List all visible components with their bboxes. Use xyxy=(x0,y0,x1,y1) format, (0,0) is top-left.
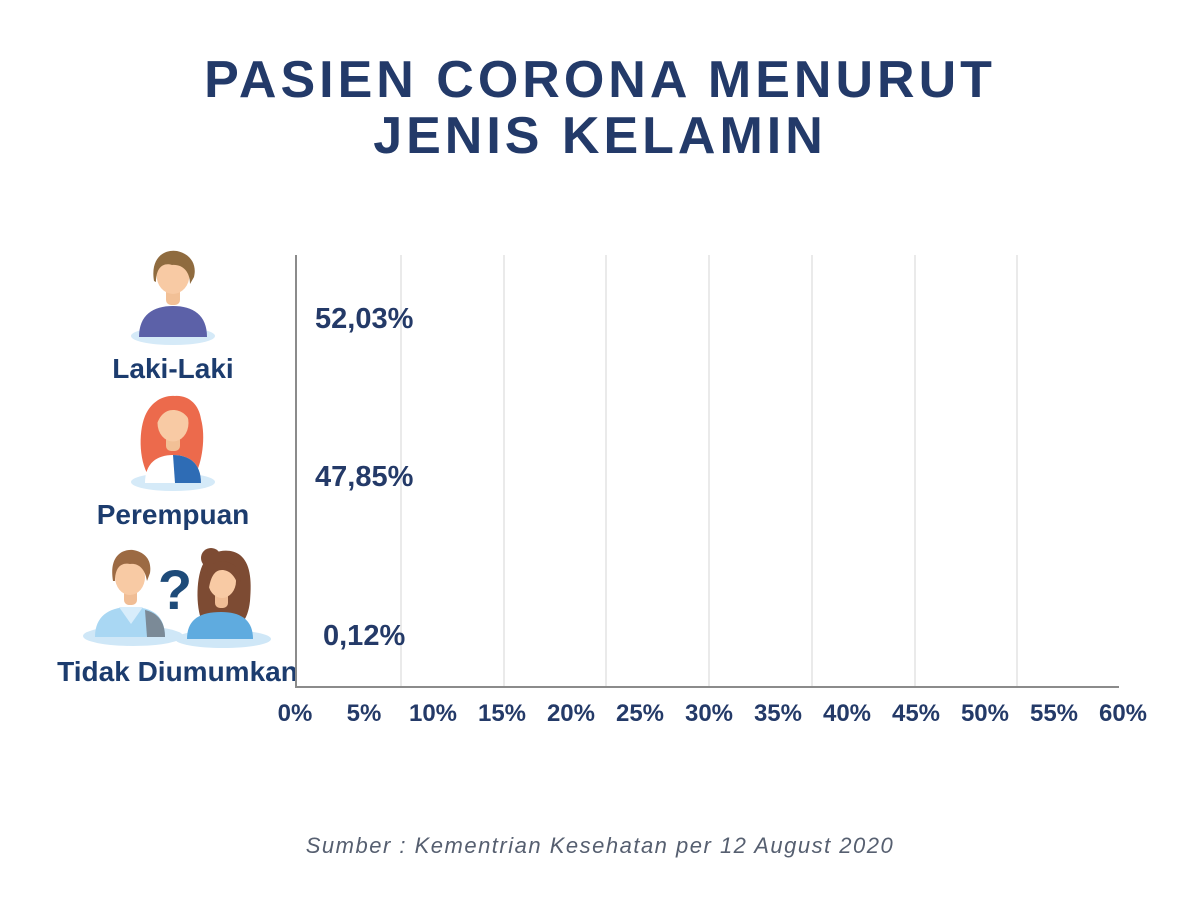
bar-row-laki-laki: 52,03% xyxy=(297,288,413,350)
chart-plot-area: 52,03% 47,85% 0,12% xyxy=(295,255,1119,688)
x-tick-label: 0% xyxy=(277,700,313,727)
gridline xyxy=(605,255,608,686)
x-tick-label: 20% xyxy=(546,700,596,727)
title-line-2: JENIS KELAMIN xyxy=(373,107,827,166)
x-tick-label: 30% xyxy=(684,700,734,727)
bar-row-perempuan: 47,85% xyxy=(297,445,413,510)
x-tick-label: 35% xyxy=(753,700,803,727)
gridline xyxy=(913,255,916,686)
x-tick-label: 25% xyxy=(615,700,665,727)
category-label: Perempuan xyxy=(96,499,250,530)
x-tick-label: 5% xyxy=(346,700,382,727)
title-line-1: PASIEN CORONA MENURUT xyxy=(204,51,996,109)
bar-value-label: 0,12% xyxy=(323,619,406,652)
gridline xyxy=(1016,255,1019,686)
x-tick-label: 45% xyxy=(891,700,941,727)
gridline xyxy=(399,255,402,686)
unknown-gender-avatars-icon: ? xyxy=(83,548,271,648)
category-tidak-diumumkan: ? Tidak Diumumkan xyxy=(55,543,300,688)
bar-value-label: 52,03% xyxy=(315,302,414,335)
male-avatar-icon xyxy=(131,250,215,345)
category-label: Tidak Diumumkan xyxy=(57,656,298,687)
x-tick-label: 40% xyxy=(822,700,872,727)
x-axis-ticks: 0% 5% 10% 15% 20% 25% 30% 35% 40% 45% 50… xyxy=(278,700,1147,734)
gridline xyxy=(708,255,710,686)
gridline xyxy=(502,255,505,686)
x-tick-label: 60% xyxy=(1098,700,1148,727)
x-tick-label: 50% xyxy=(960,700,1010,727)
x-tick-label: 15% xyxy=(477,700,527,727)
x-tick-label: 10% xyxy=(408,700,458,727)
female-avatar-icon xyxy=(131,395,215,491)
gridline xyxy=(810,255,813,686)
category-laki-laki: Laki-Laki xyxy=(88,247,258,385)
bar-row-tidak-diumumkan: 0,12% xyxy=(297,605,405,667)
page-title: PASIEN CORONA MENURUT JENIS KELAMIN xyxy=(0,52,1200,164)
category-label: Laki-Laki xyxy=(112,353,234,384)
category-perempuan: Perempuan xyxy=(88,393,258,531)
bar-value-label: 47,85% xyxy=(315,461,414,493)
source-note: Sumber : Kementrian Kesehatan per 12 Aug… xyxy=(305,833,895,858)
question-mark-glyph: ? xyxy=(158,558,192,621)
x-tick-label: 55% xyxy=(1029,700,1079,727)
